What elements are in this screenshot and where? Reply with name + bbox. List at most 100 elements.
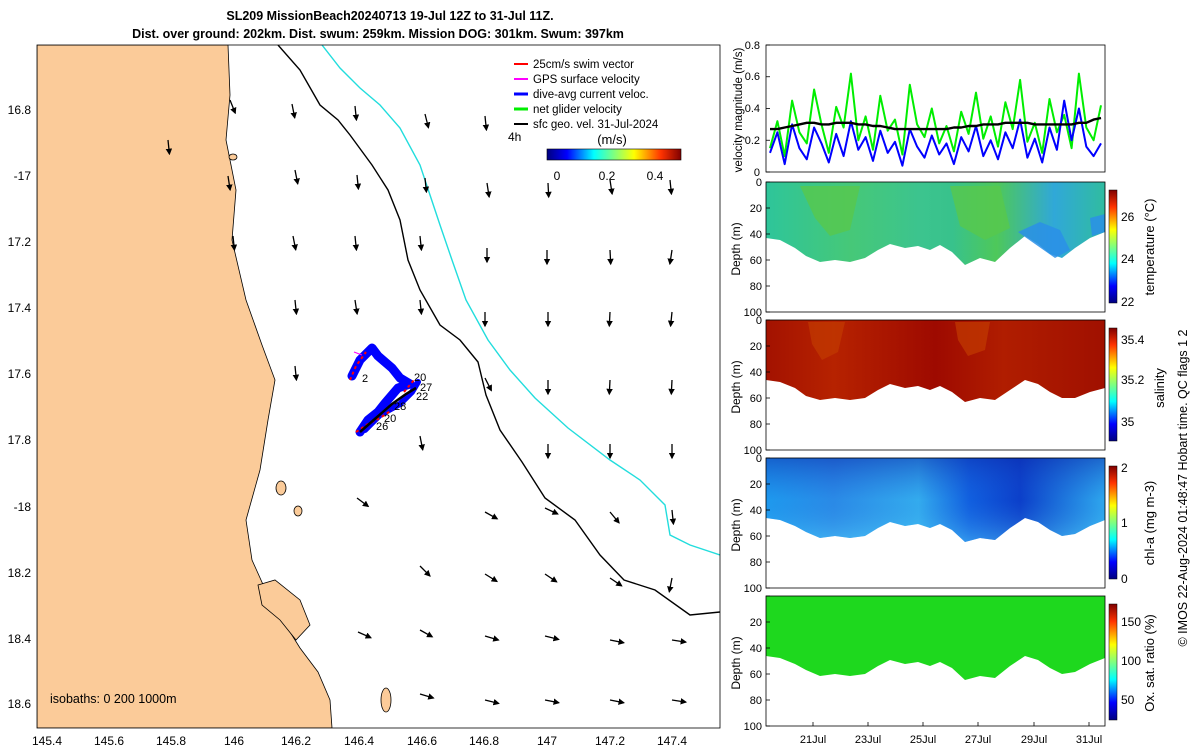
island xyxy=(293,505,303,517)
lat-tick-label: 18.2 xyxy=(8,566,32,580)
oxygen-cbar-tick: 50 xyxy=(1121,693,1135,707)
depth-tick-label: 20 xyxy=(750,203,762,215)
velocity-vector xyxy=(609,577,623,587)
salinity-panel: 35.4 35.2 35 salinity xyxy=(765,319,1167,451)
island xyxy=(275,480,287,496)
oxygen-colorbar xyxy=(1108,603,1118,721)
velocity-vector xyxy=(352,235,360,252)
speed-colorbar xyxy=(546,148,682,161)
oxygen-frame xyxy=(765,595,1106,727)
velocity-vector xyxy=(606,379,613,396)
velocity-vector xyxy=(609,698,625,705)
salinity-section xyxy=(766,320,1105,402)
depth-tick-label: 0 xyxy=(756,315,762,327)
temperature-frame xyxy=(765,181,1106,313)
velocity-ytick: 0.6 xyxy=(745,71,760,83)
map-frame xyxy=(36,44,721,729)
velocity-ytick: 0 xyxy=(754,167,760,179)
velocity-vector xyxy=(545,182,552,199)
lon-tick-label: 146.8 xyxy=(469,734,499,748)
figure-title-line2: Dist. over ground: 202km. Dist. swum: 25… xyxy=(132,27,624,41)
lat-tick-label: 17.8 xyxy=(8,433,32,447)
velocity-vector xyxy=(484,377,492,392)
depth-tick-label: 100 xyxy=(744,721,762,733)
chl-cbar-tick: 1 xyxy=(1121,516,1128,530)
salinity-colorbar xyxy=(1108,327,1118,442)
track-dive-avg xyxy=(347,343,415,437)
chl-cbar-tick: 2 xyxy=(1121,461,1128,475)
velocity-vector xyxy=(357,631,372,639)
salinity-cbar-tick: 35 xyxy=(1121,415,1135,429)
glider-track xyxy=(347,343,421,437)
velocity-vector xyxy=(419,565,431,577)
velocity-vector xyxy=(668,379,675,396)
depth-axis-label: Depth (m) xyxy=(729,498,743,551)
map-x-axis: 145.4 145.6 145.8 146 146.2 146.4 146.6 … xyxy=(32,734,687,748)
colorbar-title: (m/s) xyxy=(597,132,627,147)
lat-tick-label: 16.8 xyxy=(8,103,32,117)
legend-label: GPS surface velocity xyxy=(533,74,640,86)
depth-axis-label: Depth (m) xyxy=(729,222,743,275)
isobath-200m xyxy=(277,45,720,616)
velocity-vector xyxy=(667,179,675,196)
island xyxy=(257,579,311,641)
depth-tick-label: 20 xyxy=(750,479,762,491)
velocity-vector xyxy=(354,174,362,191)
depth-tick-label: 40 xyxy=(750,505,762,517)
isobaths-note: isobaths: 0 200 1000m xyxy=(50,692,176,706)
temperature-colorbar xyxy=(1108,189,1118,304)
legend-label: dive-avg current veloc. xyxy=(533,89,649,101)
depth-axis: 0 20 40 60 80 100 Depth (m) xyxy=(729,315,770,457)
salinity-cbar-tick: 35.4 xyxy=(1121,333,1145,347)
velocity-vector xyxy=(606,311,613,328)
map-legend: 25cm/s swim vector GPS surface velocity … xyxy=(508,59,682,183)
velocity-panel: 0 0.2 0.4 0.6 0.8 velocity magnitude (m/… xyxy=(733,40,1106,179)
velocity-vector xyxy=(609,511,620,524)
depth-axis-label: Depth (m) xyxy=(729,360,743,413)
velocity-series-line xyxy=(769,72,1102,158)
velocity-vector xyxy=(485,182,492,199)
track-day-label: 2 xyxy=(362,373,368,385)
oxygen-cbar-tick: 150 xyxy=(1121,615,1141,629)
oxygen-section xyxy=(766,596,1105,680)
velocity-vector xyxy=(419,629,434,638)
track-day-label: 22 xyxy=(416,391,428,403)
track-swim-vectors xyxy=(349,351,415,433)
velocity-vector xyxy=(418,435,425,451)
velocity-vector xyxy=(607,249,614,266)
depth-axis: 0 20 40 60 80 100 Depth (m) xyxy=(729,177,770,319)
lon-tick-label: 145.4 xyxy=(32,734,62,748)
track-day-label: 27 xyxy=(420,382,432,394)
track-day-labels: 20 27 22 28 20 26 2 xyxy=(362,372,432,433)
lat-tick-label: -18 xyxy=(14,500,32,514)
velocity-vector xyxy=(544,698,560,705)
track-day-label: 20 xyxy=(414,372,426,384)
map-panel: 20 27 22 28 20 26 2 145.4 145.6 145.8 14… xyxy=(8,44,721,748)
time-tick-label: 29Jul xyxy=(1021,734,1047,746)
lon-tick-label: 146.4 xyxy=(344,734,374,748)
time-tick-label: 23Jul xyxy=(855,734,881,746)
chl-frame xyxy=(765,457,1106,589)
velocity-series-line xyxy=(770,116,1102,131)
velocity-vector xyxy=(544,573,558,583)
oxygen-cbar-label: Ox. sat. ratio (%) xyxy=(1142,614,1157,712)
depth-axis-label: Depth (m) xyxy=(729,636,743,689)
velocity-vector xyxy=(229,99,237,115)
velocity-vector xyxy=(352,105,360,122)
velocity-vector xyxy=(290,103,297,119)
salinity-cbar-label: salinity xyxy=(1152,368,1167,408)
lon-tick-label: 145.6 xyxy=(94,734,124,748)
time-tick-label: 21Jul xyxy=(800,734,826,746)
velocity-vector xyxy=(422,177,430,194)
legend-label: sfc geo. vel. 31-Jul-2024 xyxy=(533,119,659,131)
velocity-frame xyxy=(765,44,1106,173)
depth-tick-label: 60 xyxy=(750,255,762,267)
lat-tick-label: 17.6 xyxy=(8,367,32,381)
velocity-vector xyxy=(544,634,560,642)
depth-tick-label: 60 xyxy=(750,531,762,543)
velocity-y-axis: 0 0.2 0.4 0.6 0.8 xyxy=(745,40,760,179)
colorbar-tick: 0.4 xyxy=(647,169,664,183)
depth-tick-label: 80 xyxy=(750,281,762,293)
time-tick-label: 25Jul xyxy=(910,734,936,746)
